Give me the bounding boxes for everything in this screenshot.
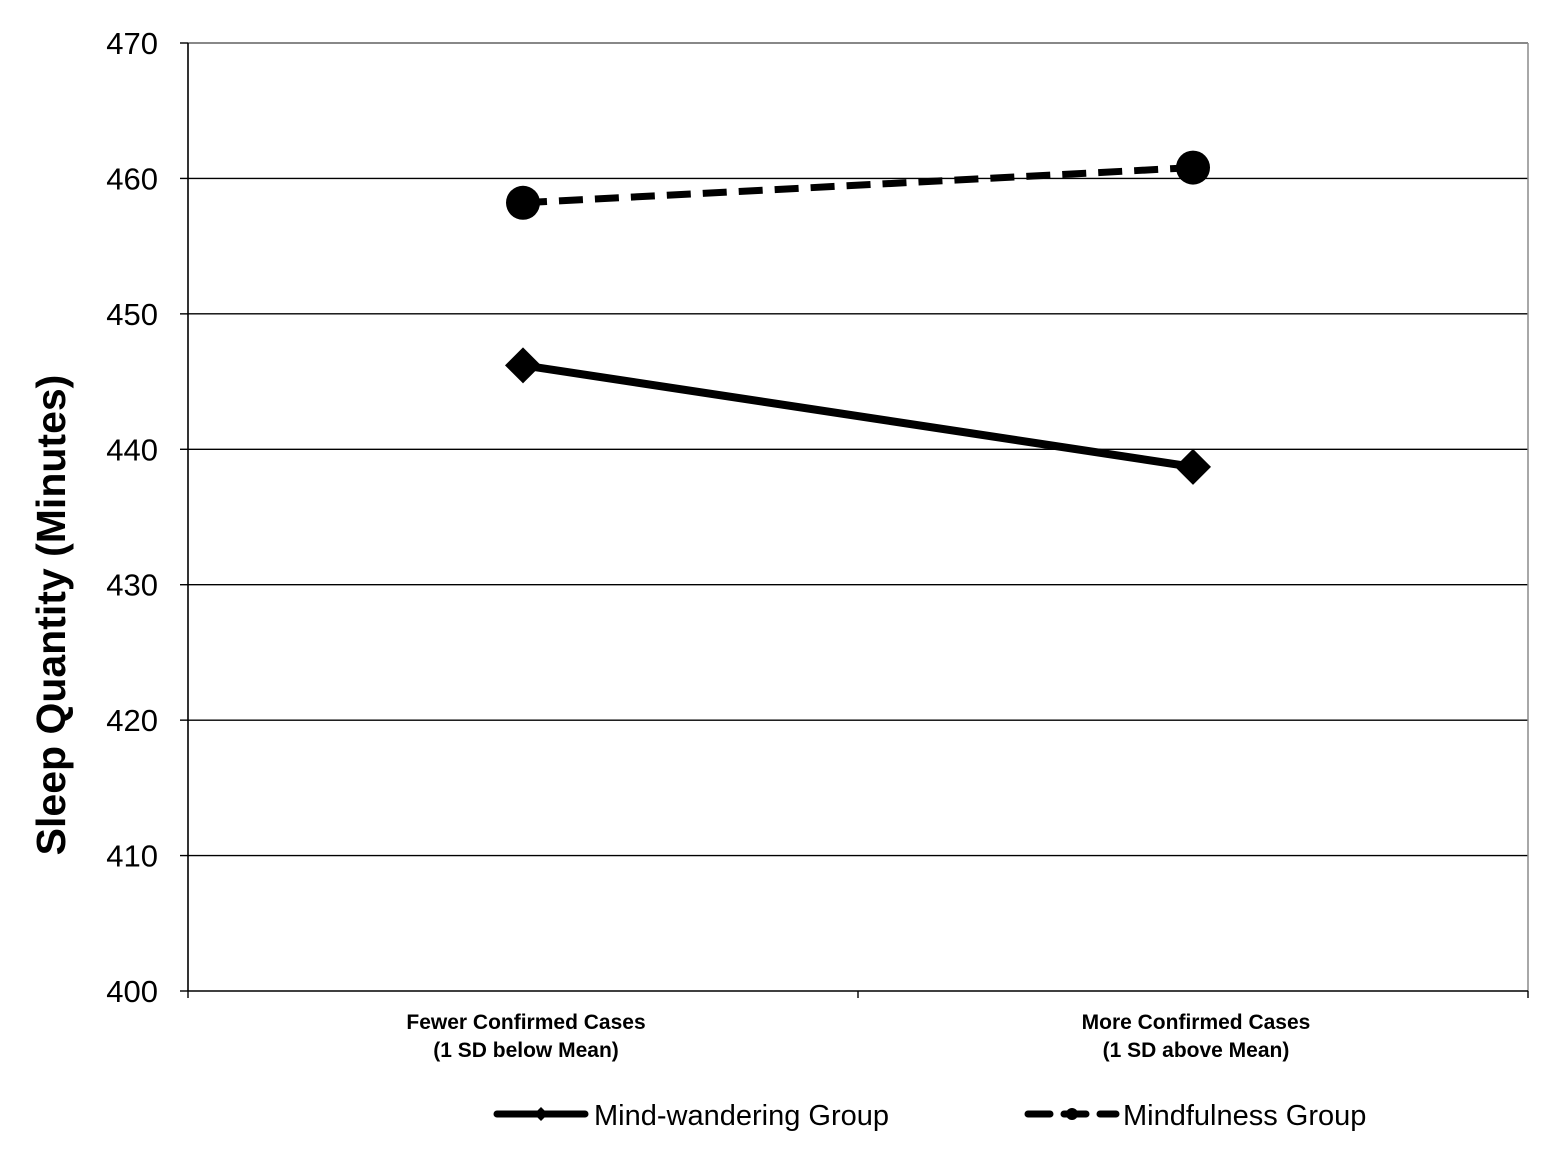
axes [180,42,1529,998]
x-tick-labels: Fewer Confirmed Cases (1 SD below Mean) Mo… [406,1011,1310,1062]
gridlines [188,42,1528,857]
y-tick-label: 410 [106,839,158,874]
y-tick-label: 400 [106,974,158,1009]
legend-label: Mind-wandering Group [594,1100,889,1132]
legend-item: Mindfulness Group [1024,1100,1366,1132]
series-1 [505,347,1211,485]
legend-swatch-marker [534,1107,548,1121]
y-tick-labels: 400 410 420 430 440 450 460 470 [106,26,158,1009]
y-tick-label: 420 [106,703,158,738]
data-point [1175,448,1211,485]
legend-item: Mind-wandering Group [493,1100,889,1132]
x-tick-label: More Confirmed Cases (1 SD above Mean) [1082,1011,1311,1062]
series-2 [506,150,1210,220]
x-tick-label: Fewer Confirmed Cases (1 SD below Mean) [406,1011,645,1062]
data-point [506,185,540,220]
y-tick-label: 460 [106,161,158,196]
y-tick-label: 470 [106,26,158,61]
legend-swatch-marker [1066,1108,1078,1120]
series [505,150,1211,485]
legend-label: Mindfulness Group [1123,1100,1366,1132]
series-line [522,164,1194,207]
series-line [522,361,1194,471]
y-tick-label: 450 [106,297,158,332]
y-tick-label: 430 [106,568,158,603]
data-point [1176,150,1210,185]
legend: Mind-wandering Group Mindfulness Group [493,1100,1366,1132]
y-tick-label: 440 [106,432,158,467]
y-axis-label: Sleep Quantity (Minutes) [28,375,74,856]
data-point [505,347,541,384]
